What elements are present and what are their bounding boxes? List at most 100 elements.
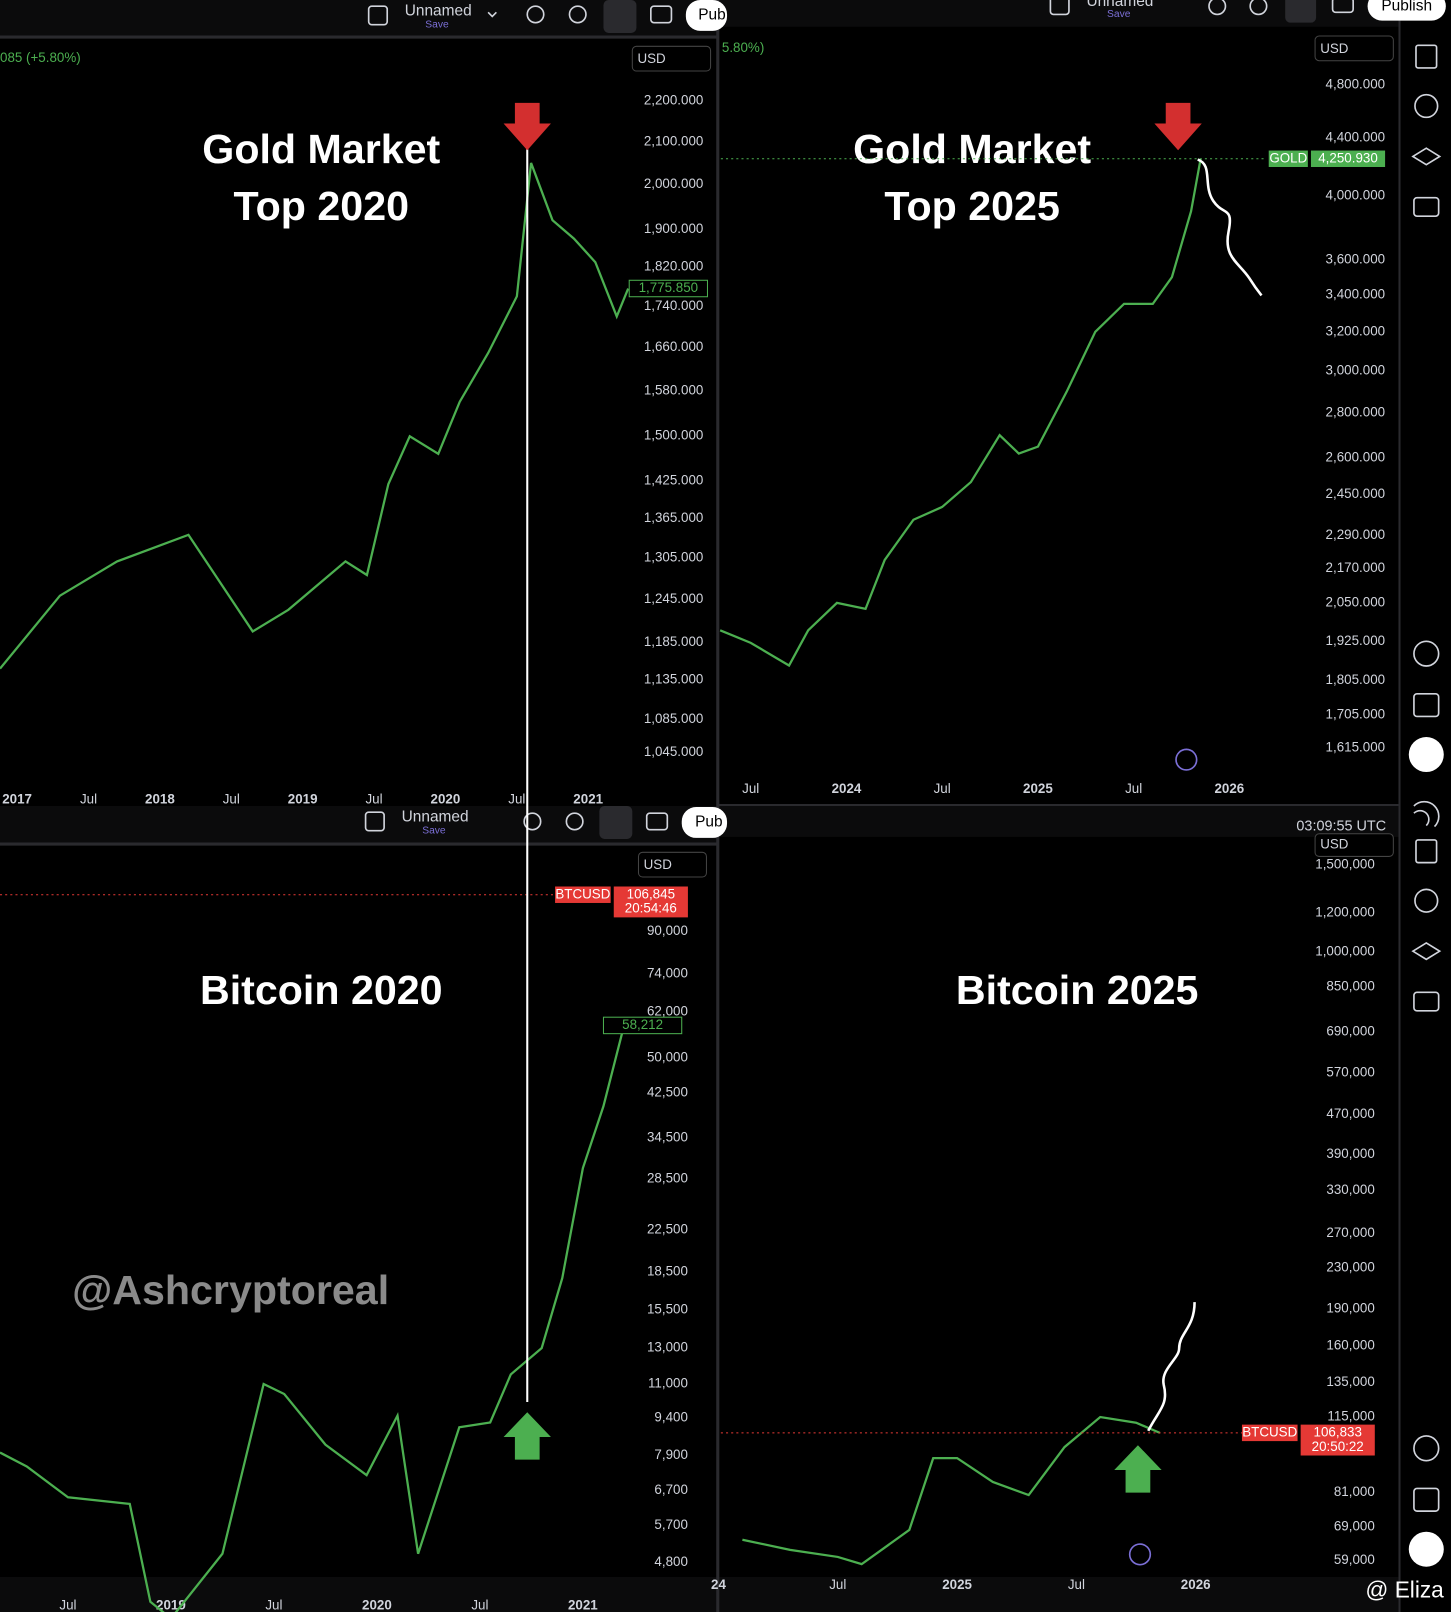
chart-title: Top 2020 [234,183,409,229]
y-tick-label: 1,185.000 [644,634,704,649]
y-tick-label: 28,500 [647,1171,688,1186]
y-tick-label: 69,000 [1334,1518,1375,1533]
y-tick-label: 74,000 [647,965,688,980]
y-tick-label: 5,700 [654,1517,687,1532]
countdown-label: 20:50:22 [1312,1439,1364,1454]
y-tick-label: 160,000 [1326,1338,1374,1353]
price-label: 106,845 [627,886,675,901]
y-tick-label: 4,800 [654,1554,687,1569]
publish-label[interactable]: Pub [695,814,722,831]
doc-name[interactable]: Unnamed [1086,0,1153,10]
price-tag [613,886,688,918]
y-tick-label: 470,000 [1326,1106,1374,1121]
currency-label[interactable]: USD [1320,41,1349,56]
price-line [0,1025,626,1612]
y-tick-label: 390,000 [1326,1146,1374,1161]
down-arrow [503,102,551,151]
currency-select[interactable] [637,851,707,878]
chart-title: Gold Market [853,126,1091,172]
publish-button[interactable] [1367,0,1446,21]
screenshot-icon[interactable] [645,812,669,831]
y-tick-label: 1,660.000 [644,339,704,354]
y-tick-label: 1,925.000 [1326,633,1386,648]
watchlist-icon[interactable] [1415,44,1438,69]
currency-select[interactable] [1314,833,1394,857]
up-arrow [1114,1445,1162,1493]
layers-icon[interactable] [1411,147,1442,166]
currency-select[interactable] [1314,35,1394,62]
y-tick-label: 850,000 [1326,979,1374,994]
apps-button[interactable] [1408,737,1444,773]
calendar-icon[interactable] [1413,692,1440,718]
doc-name[interactable]: Unnamed [405,2,472,19]
y-tick-label: 230,000 [1326,1260,1374,1275]
y-tick-label: 22,500 [647,1222,688,1237]
alert-icon[interactable] [1208,0,1227,16]
y-tick-label: 1,615.000 [1326,740,1386,755]
chat-icon[interactable] [1413,196,1440,217]
x-tick-label: 24 [711,1577,726,1592]
y-tick-label: 3,200.000 [1326,323,1386,338]
layout-icon[interactable] [1049,0,1070,16]
layers-icon[interactable] [1411,941,1442,961]
x-tick-label: 2017 [2,791,32,806]
feed-icon[interactable] [1413,800,1440,828]
status-bar [718,806,1399,837]
save-label[interactable]: Save [422,825,446,836]
y-tick-label: 1,245.000 [644,591,704,606]
dropdown[interactable] [487,11,497,18]
fullscreen-button[interactable] [603,0,637,33]
x-tick-label: Jul [1125,781,1142,796]
settings-icon[interactable] [568,5,587,24]
sidebar [1408,44,1444,1567]
publish-button[interactable] [681,807,728,838]
publish-label[interactable]: Publish [1381,0,1432,14]
y-tick-label: 3,400.000 [1326,286,1386,301]
fullscreen-button[interactable] [599,806,633,839]
chat-icon[interactable] [1413,991,1440,1012]
alert-icon[interactable] [523,812,542,831]
settings-icon[interactable] [565,812,584,831]
alerts-icon[interactable] [1414,93,1439,119]
currency-label[interactable]: USD [644,857,673,872]
layout-icon[interactable] [364,811,385,832]
x-tick-label: 2026 [1181,1577,1211,1592]
currency-label[interactable]: USD [1320,837,1349,852]
countdown-label: 20:54:46 [625,901,677,916]
charts: Gold Market Top 2020 2,200.000 2,100.000 2,0… [0,76,1386,1612]
screenshot-icon[interactable] [650,5,673,24]
screenshot-icon[interactable] [1331,0,1354,14]
settings-icon[interactable] [1249,0,1268,16]
target-icon[interactable] [1413,640,1440,667]
save-label[interactable]: Save [425,19,449,30]
y-tick-label: 18,500 [647,1264,688,1279]
y-tick-label: 570,000 [1326,1064,1374,1079]
y-tick-label: 11,000 [648,1376,688,1391]
currency-label[interactable]: USD [637,51,666,66]
watermark: @Ashcryptoreal [72,1267,389,1313]
doc-name[interactable]: Unnamed [402,808,469,825]
x-tick-label: 2019 [288,791,318,806]
price-tag [1300,1424,1375,1456]
currency-select[interactable] [631,45,712,72]
apps-button[interactable] [1408,1531,1444,1567]
alerts-icon[interactable] [1414,888,1439,913]
watchlist-icon[interactable] [1415,839,1438,864]
y-tick-label: 1,900.000 [644,221,704,236]
calendar-icon[interactable] [1413,1487,1440,1512]
publish-label[interactable]: Pub [698,7,725,24]
symbol-label: GOLD [1269,150,1307,165]
layout-icon[interactable] [367,5,389,26]
alert-icon[interactable] [526,5,545,24]
target-icon[interactable] [1413,1435,1440,1462]
publish-button[interactable] [685,0,728,31]
credit: @ Eliza [1365,1576,1444,1602]
projection-squiggle [1147,1302,1196,1432]
y-tick-label: 1,000,000 [1315,944,1375,959]
y-tick-label: 9,400 [654,1409,687,1424]
y-tick-label: 3,000.000 [1326,363,1386,378]
y-tick-label: 50,000 [647,1050,688,1065]
save-label[interactable]: Save [1107,9,1131,20]
y-tick-label: 1,820.000 [644,259,704,274]
fullscreen-button[interactable] [1285,0,1317,23]
